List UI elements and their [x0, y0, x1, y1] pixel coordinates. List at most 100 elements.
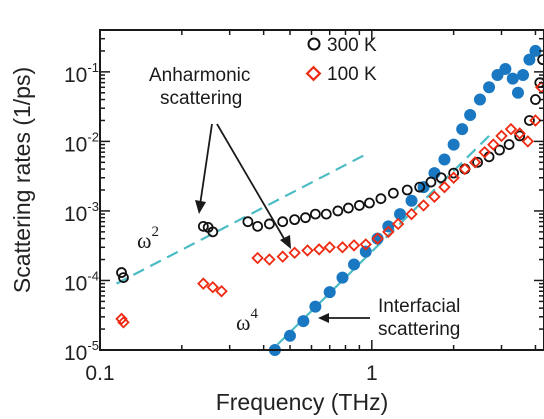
data-point — [458, 162, 472, 176]
x-axis-label: Frequency (THz) — [216, 389, 389, 415]
omega2-label: ω2 — [137, 224, 159, 253]
x-tick-label: 1 — [366, 362, 378, 385]
data-point — [371, 232, 384, 245]
data-point — [197, 277, 210, 290]
y-tick-label-exp: -1 — [87, 60, 99, 75]
series-300k — [116, 54, 544, 283]
y-tick-label-exp: -2 — [87, 129, 99, 144]
arrow-head-interfacial — [318, 313, 329, 323]
legend: 300 K 100 K — [305, 35, 377, 85]
omega4-base: ω — [236, 310, 250, 335]
data-point — [283, 329, 296, 342]
annotation-anharmonic-line1: Anharmonic — [149, 65, 250, 86]
data-point — [478, 145, 491, 159]
data-point — [242, 216, 254, 228]
y-tick-label: 10-5 — [64, 338, 99, 365]
annotation-anharmonic-line2: scattering — [160, 88, 242, 109]
omega4-exponent: 4 — [250, 306, 258, 322]
omega2-base: ω — [137, 228, 151, 253]
y-tick-label-exp: -5 — [87, 338, 99, 353]
data-point — [483, 81, 496, 94]
data-point — [494, 144, 505, 156]
data-point — [438, 153, 451, 166]
data-point — [504, 122, 518, 136]
data-point — [473, 93, 486, 106]
data-point — [301, 244, 314, 257]
y-tick-label-exp: -3 — [87, 199, 99, 214]
data-point — [514, 130, 526, 142]
y-tick-label-base: 10 — [64, 272, 87, 295]
data-point — [215, 285, 228, 298]
data-point — [491, 69, 504, 82]
data-point — [289, 214, 301, 226]
data-point — [499, 62, 512, 75]
y-axis-label: Scattering rates (1/ps) — [9, 67, 35, 293]
data-point — [309, 208, 321, 220]
data-point — [506, 72, 519, 85]
annotation-interfacial-line2: scattering — [378, 319, 460, 340]
y-tick-label-base: 10 — [64, 203, 87, 226]
data-point — [405, 194, 418, 207]
legend-marker-300k — [307, 37, 321, 51]
data-point — [387, 187, 399, 199]
data-point — [521, 135, 535, 148]
data-point — [206, 280, 220, 294]
data-point — [300, 212, 311, 224]
axis-ticks — [99, 29, 544, 351]
data-point — [277, 216, 289, 228]
data-point — [391, 217, 405, 231]
data-point — [456, 123, 469, 136]
y-tick-label: 10-4 — [64, 268, 99, 295]
tick-labels: 10-510-410-310-210-10.1 1 — [64, 60, 378, 385]
data-point — [332, 205, 344, 217]
data-point — [448, 167, 460, 179]
data-point — [251, 251, 264, 265]
arrow-to-100k — [216, 123, 287, 243]
y-tick-label: 10-3 — [64, 199, 99, 226]
data-point — [297, 315, 310, 328]
data-point — [364, 197, 375, 209]
data-point — [197, 220, 209, 232]
data-point — [530, 94, 541, 105]
data-point — [116, 267, 127, 278]
data-point — [263, 253, 276, 266]
y-tick-label-base: 10 — [64, 64, 87, 87]
data-point — [309, 300, 322, 313]
arrow-to-300k — [199, 123, 213, 206]
data-point — [288, 246, 301, 260]
data-point — [513, 127, 526, 140]
data-point — [529, 114, 542, 127]
data-point — [524, 115, 535, 126]
data-point — [353, 200, 365, 211]
y-tick-label-base: 10 — [64, 342, 87, 365]
data-point — [323, 286, 336, 299]
data-point — [468, 156, 482, 169]
data-point — [447, 138, 460, 151]
data-point — [428, 190, 441, 203]
legend-label-100k: 100 K — [327, 64, 377, 85]
data-point — [312, 243, 326, 256]
data-point — [276, 250, 289, 263]
data-point — [414, 181, 426, 193]
reference-line-omega2 — [115, 153, 367, 285]
annotation-arrows — [195, 123, 370, 323]
data-point — [320, 208, 332, 220]
data-point — [207, 226, 219, 238]
legend-marker-100k — [305, 65, 322, 82]
data-point — [336, 271, 349, 284]
data-point — [512, 86, 525, 99]
omega2-exponent: 2 — [151, 224, 159, 240]
data-point — [375, 193, 387, 205]
data-point — [401, 184, 413, 196]
data-point — [523, 53, 536, 66]
data-point — [464, 108, 477, 121]
y-tick-label-exp: -4 — [87, 268, 99, 283]
arrow-head-100k — [280, 235, 291, 249]
data-point — [472, 156, 483, 168]
omega4-label: ω4 — [236, 306, 258, 335]
data-point — [118, 272, 129, 283]
data-point — [394, 208, 407, 221]
y-tick-label-base: 10 — [64, 133, 87, 156]
data-point — [438, 180, 451, 194]
